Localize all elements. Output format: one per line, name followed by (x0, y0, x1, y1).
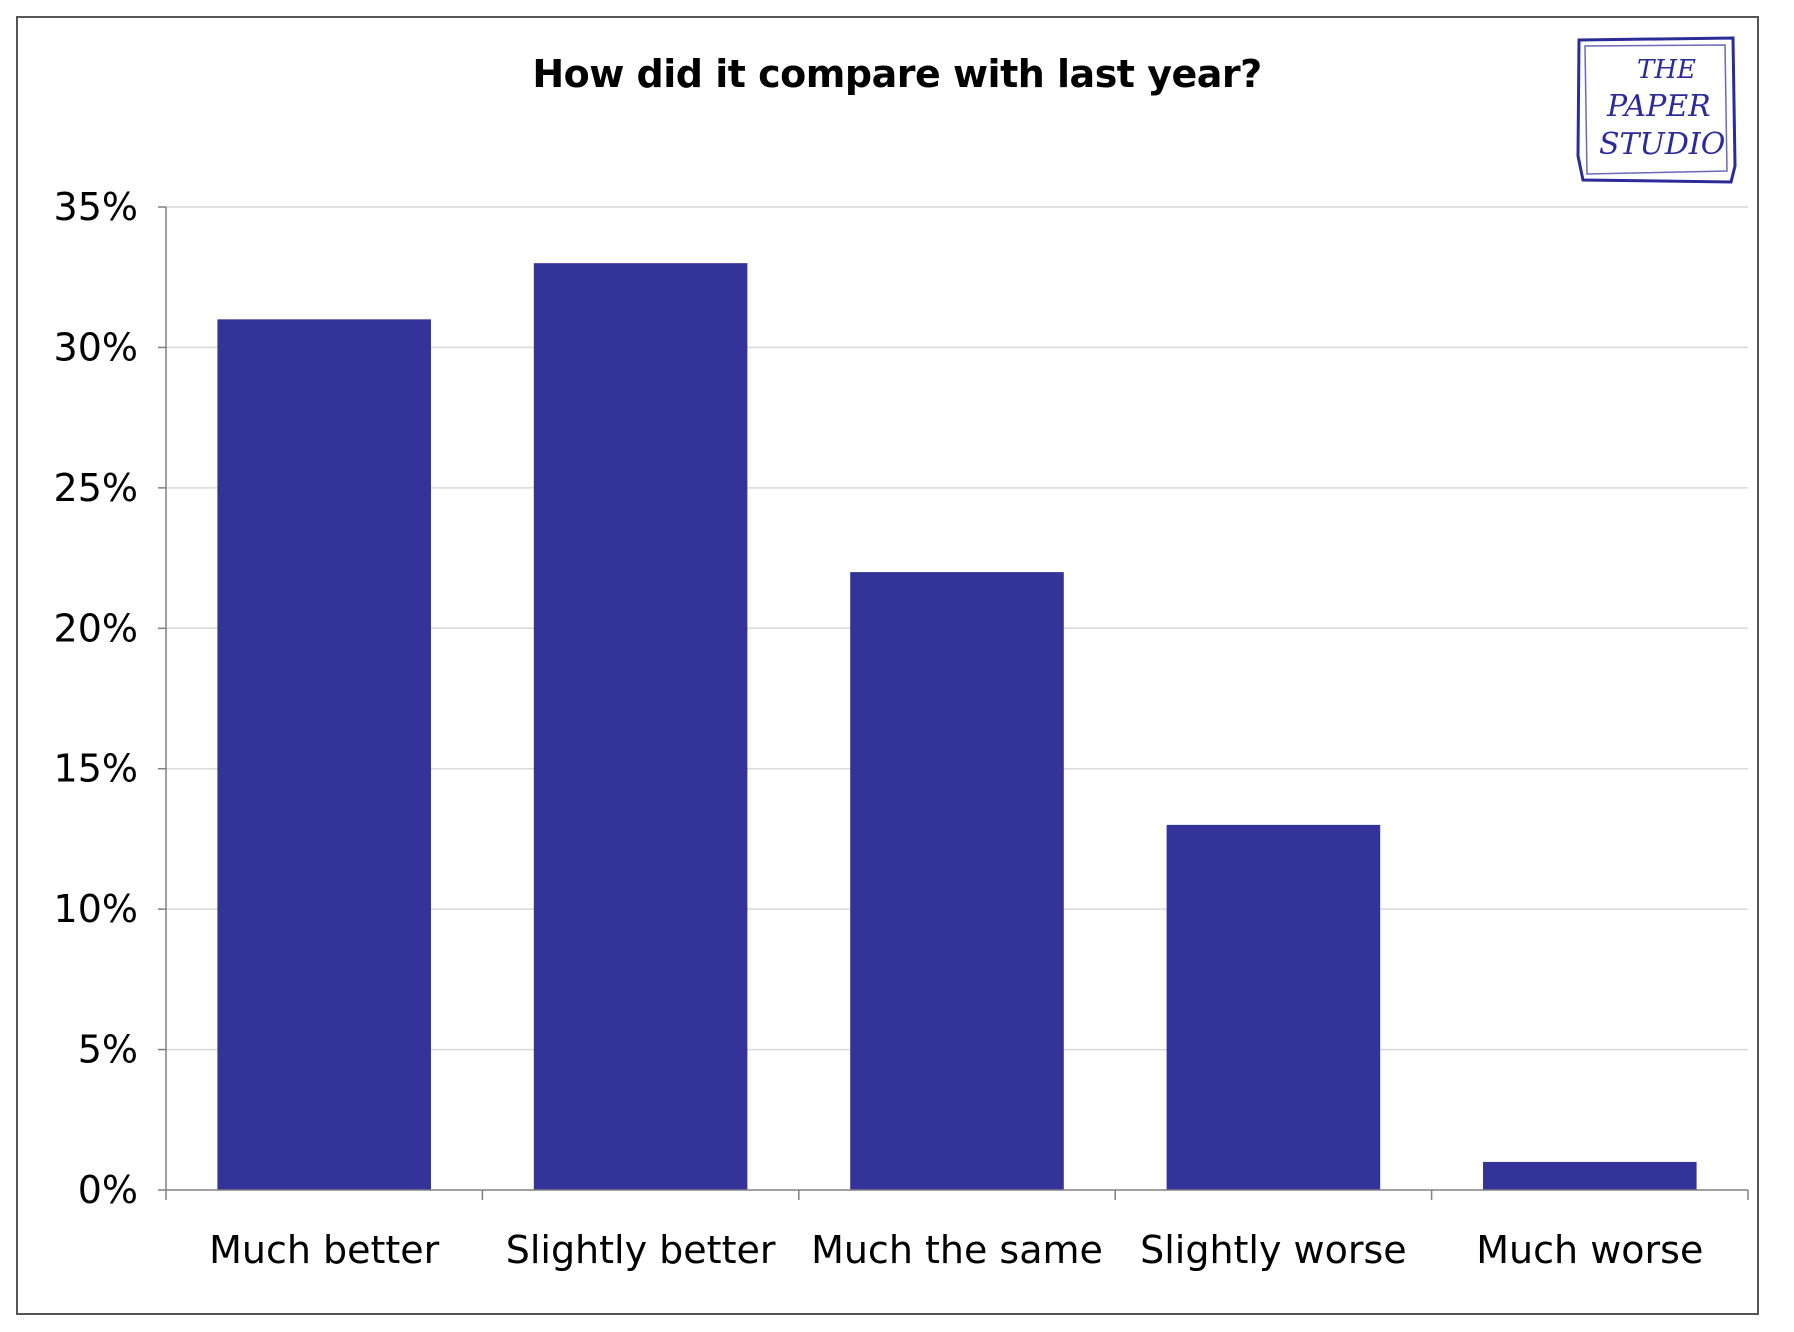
chart-title: How did it compare with last year? (532, 52, 1262, 96)
labels: 0% 5% 10% 15% 20% 25% 30% 35% Much better Slightl… (54, 185, 1704, 1272)
y-tick-label: 30% (54, 325, 138, 369)
y-tick-label: 20% (54, 606, 138, 650)
bar-slightly-worse (1166, 824, 1381, 1190)
y-tick-label: 10% (54, 887, 138, 931)
x-tick-label: Slightly worse (1140, 1228, 1407, 1272)
svg-text:STUDIO: STUDIO (1599, 127, 1725, 162)
svg-text:PAPER: PAPER (1606, 89, 1711, 124)
axes (158, 206, 1749, 1200)
bar-slightly-better (533, 263, 748, 1191)
paper-studio-logo: THE PAPER STUDIO (1575, 36, 1738, 184)
y-tick-label: 35% (54, 185, 138, 229)
y-tick-label: 25% (54, 466, 138, 510)
bar-much-worse (1483, 1161, 1697, 1190)
bar-much-better (217, 319, 431, 1190)
y-tick-label: 0% (78, 1168, 138, 1212)
bar-much-the-same (850, 572, 1064, 1190)
logo-graphic: THE PAPER STUDIO (1576, 36, 1737, 184)
y-tick-label: 5% (78, 1028, 138, 1072)
svg-text:THE: THE (1637, 55, 1696, 85)
bars (217, 263, 1697, 1191)
x-tick-label: Much the same (811, 1228, 1103, 1272)
x-tick-label: Slightly better (506, 1228, 776, 1272)
y-tick-label: 15% (54, 747, 138, 791)
x-tick-label: Much better (209, 1228, 440, 1272)
x-tick-label: Much worse (1476, 1228, 1703, 1272)
